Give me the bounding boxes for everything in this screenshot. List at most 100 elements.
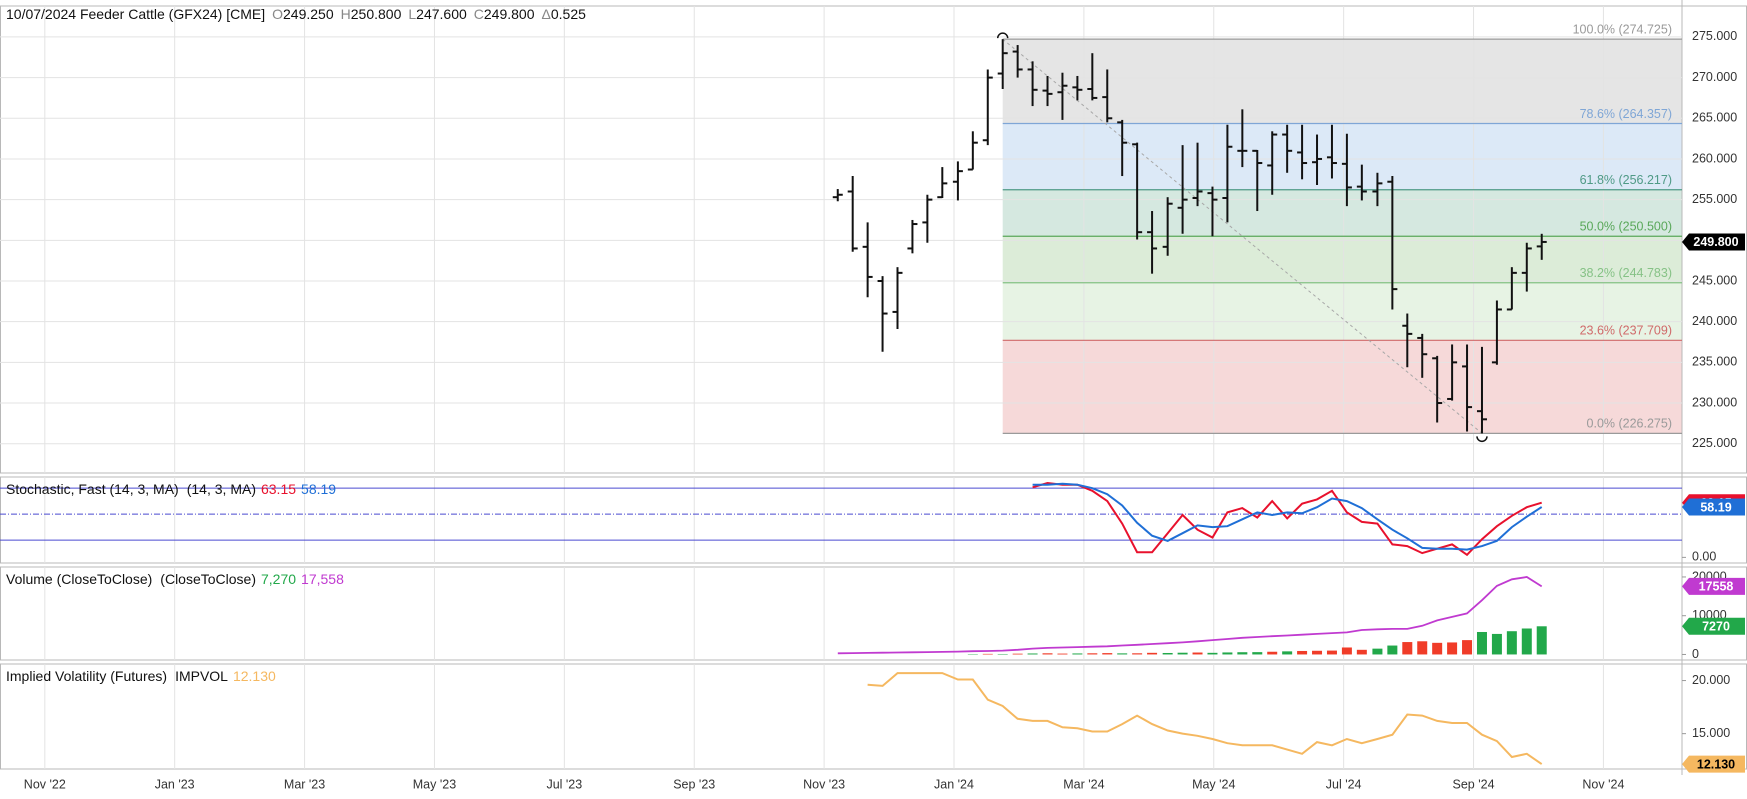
fib-label: 61.8% (256.217) [1580,173,1672,187]
price-tag [1682,498,1745,516]
price-tag [1682,233,1745,251]
labels: Nov '22 Jan '23 Mar '23 May '23 Jul '23 Sep '… [6,6,1745,791]
quote-value: 247.600 [416,6,467,22]
x-tick-label: Sep '24 [1453,777,1495,791]
x-tick-label: May '23 [413,777,456,791]
panel-title: Volume (CloseToClose) [6,571,152,587]
volume-bar [1237,652,1248,655]
quote-value: 0.525 [551,6,586,22]
x-tick-label: Jan '24 [934,777,974,791]
y-tick-label: 0.00 [1692,550,1716,564]
volume-bar [1132,653,1143,655]
y-tick-label: 275.000 [1692,29,1737,43]
volume-bar [1267,651,1278,655]
legend-value: 17,558 [301,571,344,587]
quote-label: O [272,6,283,22]
price-tag [1682,617,1745,635]
panel-legend: Volume (CloseToClose) (CloseToClose) 7,270… [6,571,344,587]
volume-bar [1521,628,1532,655]
volume-bar [1282,651,1293,655]
zones [1002,39,1682,434]
volume-bar [1042,653,1053,655]
quote-label: Δ [542,6,551,22]
x-tick-label: Nov '24 [1582,777,1624,791]
volume-bar [1057,653,1068,655]
volume-bar [1147,652,1158,655]
volume-bar [1192,652,1203,655]
price-tag-label: 249.800 [1693,235,1738,249]
y-tick-label: 0 [1692,647,1699,661]
x-tick-label: Jan '23 [155,777,195,791]
volume-bar [1372,648,1383,655]
x-tick-label: Sep '23 [673,777,715,791]
volume-bar [1027,653,1038,655]
volume-bar [982,653,993,655]
y-tick-label: 270.000 [1692,70,1737,84]
panel-subtitle: (CloseToClose) [160,571,256,587]
x-tick-label: Nov '22 [24,777,66,791]
panel-title: Stochastic, Fast (14, 3, MA) [6,481,179,497]
series-line [867,672,1543,765]
legend-value: 63.15 [261,481,296,497]
price-tag [1682,755,1745,773]
quote-label: L [408,6,416,22]
quote-value: 249.800 [484,6,535,22]
x-tick-label: Jul '24 [1326,777,1362,791]
fib-label: 78.6% (264.357) [1580,107,1672,121]
trend-line [1002,38,1483,434]
volume-bar [1326,650,1337,655]
panel-subtitle: IMPVOL [175,668,228,684]
fib-label: 38.2% (244.783) [1580,266,1672,280]
volume-bar [1476,631,1487,655]
quote-value: 249.250 [283,6,334,22]
chart-title: 10/07/2024 Feeder Cattle (GFX24) [CME] O2… [6,6,586,22]
volume-bar [1356,649,1367,655]
legend-value: 12.130 [233,668,276,684]
volume-bar [1491,633,1502,655]
x-tick-label: May '24 [1192,777,1235,791]
volume-bar [1087,653,1098,655]
legend-value: 58.19 [301,481,336,497]
panel-legend: Implied Volatility (Futures) IMPVOL 12.130 [6,668,276,684]
volume-bar [1222,652,1233,655]
y-tick-label: 245.000 [1692,273,1737,287]
quote-value: 250.800 [351,6,402,22]
series-line [837,576,1543,655]
y-tick-label: 260.000 [1692,151,1737,165]
panel-subtitle: (14, 3, MA) [187,481,256,497]
volume-bar [1162,652,1173,655]
x-tick-label: Mar '24 [1063,777,1104,791]
price-tag-label: 12.130 [1697,757,1735,771]
volume-bar [1012,653,1023,655]
volume-bar [1072,653,1083,655]
volume-bar [1252,652,1263,655]
y-tick-label: 230.000 [1692,395,1737,409]
y-tick-label: 15.000 [1692,726,1730,740]
volume-bar [1402,642,1413,655]
volume-bar [1536,626,1547,655]
marks [832,32,1682,765]
title: 10/07/2024 Feeder Cattle (GFX24) [CME] [6,6,265,22]
volume-bar [1102,653,1113,655]
price-tag-label: 17558 [1699,580,1734,594]
y-tick-label: 20.000 [1692,673,1730,687]
volume-bar [1432,642,1443,655]
volume-bar [1341,647,1352,655]
fib-zone [1002,189,1682,237]
x-tick-label: Nov '23 [803,777,845,791]
quote-label: C [474,6,484,22]
fib-label: 100.0% (274.725) [1573,22,1672,36]
quote-label: H [341,6,351,22]
fib-zone [1002,340,1682,434]
fib-zone [1002,39,1682,124]
fib-label: 50.0% (250.500) [1580,220,1672,234]
x-tick-label: Mar '23 [284,777,325,791]
volume-bar [1506,631,1517,655]
series-line [1032,482,1543,551]
price-tag-label: 58.19 [1700,500,1731,514]
volume-bar [1207,652,1218,655]
volume-bar [1177,652,1188,655]
y-tick-label: 225.000 [1692,436,1737,450]
volume-bar [1417,641,1428,655]
